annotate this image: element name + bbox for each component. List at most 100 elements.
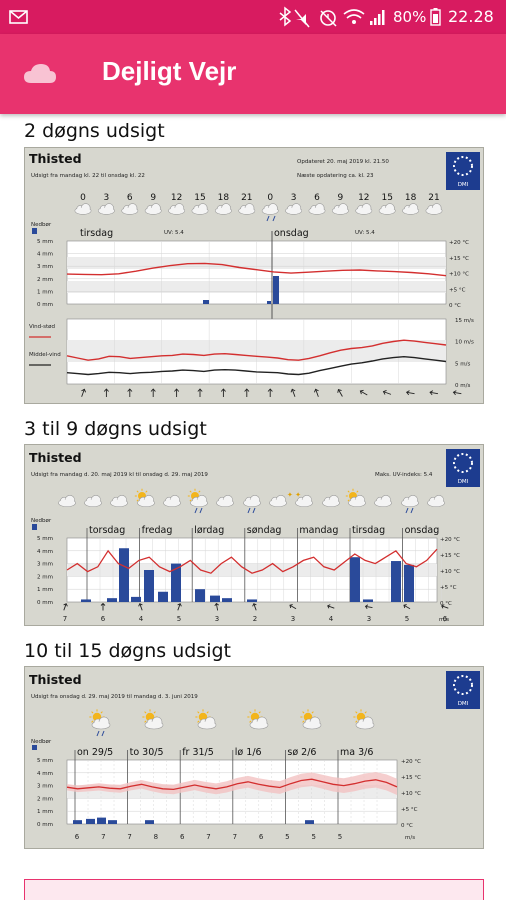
- precip-tick: 2 mm: [37, 574, 53, 580]
- clock: 22.28: [448, 7, 494, 26]
- precip-tick: 4 mm: [37, 771, 53, 777]
- precip-tick: 2 mm: [37, 796, 53, 802]
- wind-arrow: [289, 604, 297, 610]
- day-label: on 29/5: [77, 747, 113, 758]
- svg-text:✦ ✦: ✦ ✦: [287, 491, 301, 499]
- cloud-icon: [378, 203, 396, 215]
- section-title-3-9-days: 3 til 9 døgns udsigt: [24, 418, 207, 440]
- wind-arrow: [220, 388, 226, 397]
- cloud-icon[interactable]: [22, 59, 62, 89]
- wind-speed: 7: [233, 833, 237, 841]
- day-label: to 30/5: [130, 747, 164, 758]
- wind-arrow: [327, 604, 335, 609]
- precip-legend: [32, 745, 37, 750]
- forecast-period: Udsigt fra mandag kl. 22 til onsdag kl. …: [31, 173, 145, 179]
- battery-icon: [430, 8, 441, 26]
- wind-gust-line: [66, 339, 447, 361]
- wind-mean-label: Middel-vind: [29, 352, 61, 358]
- wind-speed: 7: [101, 833, 105, 841]
- svg-text:DMI: DMI: [458, 701, 469, 707]
- forecast-panel-10-15-days[interactable]: Thisted Udsigt fra onsdag d. 29. maj 201…: [24, 666, 484, 849]
- wind-speed: 2: [253, 615, 257, 623]
- cloud-icon: [355, 203, 373, 215]
- wifi-icon: [343, 9, 365, 24]
- forecast-panel-2-days[interactable]: Thisted Udsigt fra mandag kl. 22 til ons…: [24, 147, 484, 404]
- cloud-icon: [243, 494, 261, 508]
- hour-label: 18: [218, 193, 230, 203]
- cloud-icon: [322, 494, 340, 508]
- precip-tick: 3 mm: [37, 264, 53, 270]
- rain-bar: [145, 820, 154, 824]
- wind-arrow: [429, 390, 439, 396]
- wind-speed: 7: [127, 833, 131, 841]
- wind-speed: 5: [285, 833, 289, 841]
- day-label: fr 31/5: [182, 747, 214, 758]
- wind-tick: 10 m/s: [455, 340, 474, 346]
- max-uv: Maks. UV-indeks: 5.4: [375, 472, 433, 478]
- temperature-line: [66, 548, 438, 574]
- day-label: onsdag: [405, 525, 440, 536]
- cloud-icon: [302, 716, 322, 730]
- wind-speed: 7: [63, 615, 67, 623]
- rain-bar: [158, 591, 168, 602]
- cloud-icon: [84, 494, 102, 508]
- battery-percent: 80%: [393, 8, 427, 26]
- temp-tick: +10 °C: [449, 272, 469, 278]
- temperature-line: [66, 778, 398, 791]
- wind-tick: 5 m/s: [455, 361, 470, 367]
- wind-arrow: [81, 388, 86, 397]
- precip-tick: 4 mm: [37, 252, 53, 258]
- day-label: ma 3/6: [340, 747, 373, 758]
- precip-tick: 1 mm: [37, 289, 53, 295]
- precip-tick: 3 mm: [37, 784, 53, 790]
- rain-bar: [195, 589, 205, 602]
- cloud-icon: [331, 203, 349, 215]
- rain-bar: [222, 598, 232, 602]
- forecast-period: Udsigt fra mandag d. 20. maj 2019 kl til…: [31, 472, 208, 478]
- next-card[interactable]: [24, 879, 484, 900]
- svg-text:DMI: DMI: [458, 479, 469, 485]
- wind-speed: 6: [101, 615, 106, 623]
- rain-bar: [97, 817, 106, 824]
- wind-speed: 4: [139, 615, 144, 623]
- temp-tick: 0 °C: [449, 303, 461, 309]
- wind-arrow: [267, 388, 273, 397]
- alarm-icon: [320, 10, 337, 27]
- hour-label: 12: [358, 193, 369, 203]
- hour-label: 12: [171, 193, 182, 203]
- rain-bar: [273, 276, 279, 304]
- uv-2: UV: 5.4: [355, 230, 375, 236]
- app-bar: Dejligt Vejr: [0, 34, 506, 114]
- day-label-tirsdag: tirsdag: [80, 228, 113, 239]
- cloud-icon: [58, 494, 76, 508]
- wind-arrow: [441, 604, 449, 609]
- precip-tick: 2 mm: [37, 277, 53, 283]
- rain-bar: [107, 598, 117, 602]
- wind-arrow: [364, 604, 373, 609]
- forecast-panel-3-9-days[interactable]: Thisted Udsigt fra mandag d. 20. maj 201…: [24, 444, 484, 626]
- hour-label: 9: [338, 193, 344, 203]
- wind-tick: 15 m/s: [455, 318, 474, 324]
- wind-speed: 7: [206, 833, 210, 841]
- precip-tick: 1 mm: [37, 809, 53, 815]
- updated-time: Opdateret 20. maj 2019 kl. 21.50: [297, 159, 389, 165]
- day-label: torsdag: [89, 525, 125, 536]
- wind-speed: 4: [329, 615, 334, 623]
- rain-bar: [86, 818, 95, 824]
- precip-tick: 1 mm: [37, 587, 53, 593]
- rain-bar: [144, 570, 154, 602]
- dmi-logo: DMI: [446, 449, 480, 487]
- cloud-icon: [269, 494, 287, 508]
- wind-speed: 6: [443, 615, 448, 623]
- cloud-icon: [261, 203, 279, 215]
- cloud-icon: [355, 716, 375, 730]
- precip-tick: 0 mm: [37, 822, 53, 828]
- forecast-period: Udsigt fra onsdag d. 29. maj 2019 til ma…: [31, 694, 198, 700]
- day-label: lø 1/6: [235, 747, 262, 758]
- temp-tick: +15 °C: [401, 775, 421, 781]
- bluetooth-icon: [279, 6, 292, 27]
- cloud-icon: [137, 494, 155, 508]
- cloud-icon: [144, 716, 164, 730]
- wind-unit: m/s: [439, 617, 449, 623]
- wind-speed: 5: [311, 833, 315, 841]
